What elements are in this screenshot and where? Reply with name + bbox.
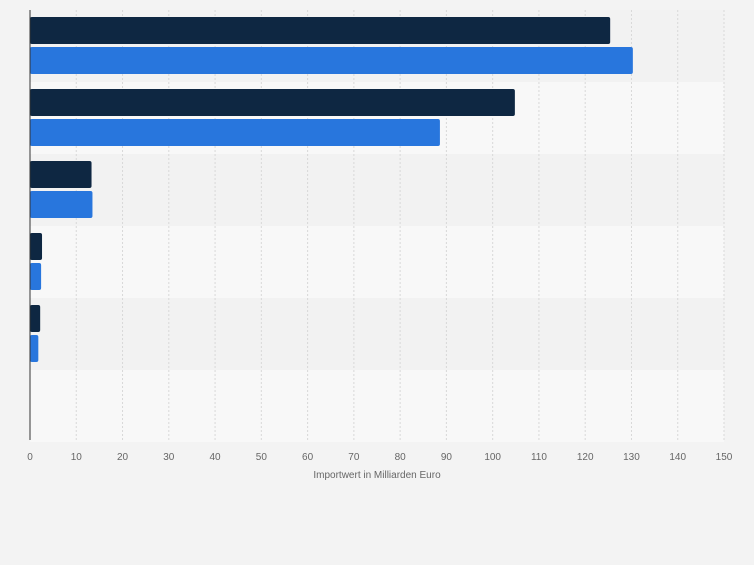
x-tick-label: 90 bbox=[441, 452, 453, 463]
bar bbox=[30, 305, 41, 332]
row-band bbox=[30, 226, 724, 298]
x-tick-label: 120 bbox=[577, 452, 594, 463]
bar bbox=[30, 233, 43, 260]
x-tick-label: 130 bbox=[623, 452, 640, 463]
bars-group bbox=[30, 17, 633, 362]
x-tick-label: 30 bbox=[163, 452, 175, 463]
bar bbox=[30, 119, 440, 146]
bar bbox=[30, 191, 93, 218]
x-tick-label: 50 bbox=[256, 452, 268, 463]
x-tick-label: 20 bbox=[117, 452, 129, 463]
bar bbox=[30, 47, 633, 74]
bar bbox=[30, 161, 92, 188]
x-tick-label: 70 bbox=[348, 452, 360, 463]
row-bands bbox=[30, 10, 724, 442]
x-tick-label: 10 bbox=[71, 452, 83, 463]
bar bbox=[30, 263, 42, 290]
x-tick-label: 100 bbox=[484, 452, 501, 463]
x-tick-labels: 0 10 20 30 40 50 60 70 80 90 100 110 120 130 140 150 bbox=[27, 452, 733, 463]
row-band bbox=[30, 154, 724, 226]
row-band bbox=[30, 370, 724, 442]
x-tick-label: 60 bbox=[302, 452, 314, 463]
x-tick-label: 110 bbox=[531, 452, 547, 463]
x-tick-label: 40 bbox=[210, 452, 222, 463]
x-tick-label: 140 bbox=[669, 452, 686, 463]
bar bbox=[30, 89, 515, 116]
bar bbox=[30, 17, 611, 44]
x-tick-label: 0 bbox=[27, 452, 33, 463]
bar bbox=[30, 335, 39, 362]
row-band bbox=[30, 298, 724, 370]
x-tick-label: 150 bbox=[716, 452, 733, 463]
x-tick-label: 80 bbox=[395, 452, 407, 463]
x-axis-label: Importwert in Milliarden Euro bbox=[313, 470, 441, 481]
